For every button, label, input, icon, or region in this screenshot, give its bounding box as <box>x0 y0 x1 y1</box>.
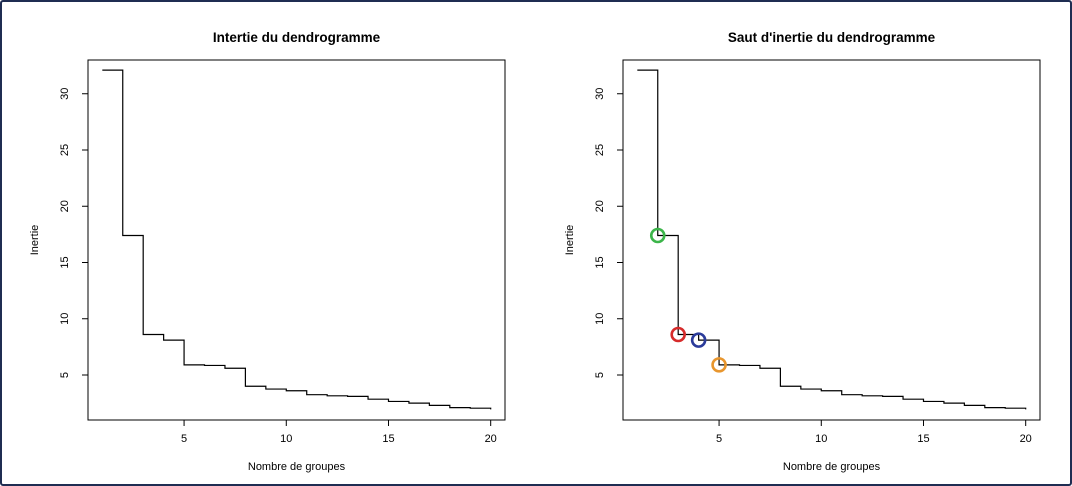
y-tick-label: 30 <box>594 88 606 100</box>
y-axis-label: Inertie <box>29 225 41 256</box>
y-tick-label: 10 <box>594 313 606 325</box>
plot-area <box>87 59 506 421</box>
y-axis-label: Inertie <box>564 225 576 256</box>
chart-title: Saut d'inertie du dendrogramme <box>728 30 936 45</box>
y-tick-label: 5 <box>594 372 606 378</box>
highlight-circle-2 <box>670 326 686 343</box>
y-tick-label: 30 <box>59 88 71 100</box>
x-axis-label: Nombre de groupes <box>248 461 346 473</box>
x-tick-label: 5 <box>181 433 187 445</box>
x-tick-label: 20 <box>485 433 497 445</box>
x-tick-label: 5 <box>716 433 722 445</box>
y-tick-label: 15 <box>59 256 71 268</box>
highlight-circle-3 <box>690 332 707 348</box>
highlight-circle-1 <box>649 227 666 244</box>
highlight-circle-4 <box>711 357 727 373</box>
y-tick-label: 10 <box>59 313 71 325</box>
inertia-step-line <box>637 69 1027 410</box>
chart-title: Intertie du dendrogramme <box>213 30 381 45</box>
y-tick-label: 20 <box>594 200 606 212</box>
x-tick-label: 10 <box>280 433 292 445</box>
y-tick-label: 25 <box>59 144 71 156</box>
y-tick-label: 20 <box>59 200 71 212</box>
x-tick-label: 10 <box>815 433 827 445</box>
x-tick-label: 15 <box>382 433 394 445</box>
y-tick-label: 5 <box>59 372 71 378</box>
y-tick-label: 15 <box>594 256 606 268</box>
y-tick-label: 25 <box>594 144 606 156</box>
x-axis-label: Nombre de groupes <box>783 461 881 473</box>
x-tick-label: 20 <box>1020 433 1032 445</box>
plot-area <box>622 59 1041 421</box>
inertia-step-line <box>102 69 492 410</box>
x-tick-label: 15 <box>917 433 929 445</box>
